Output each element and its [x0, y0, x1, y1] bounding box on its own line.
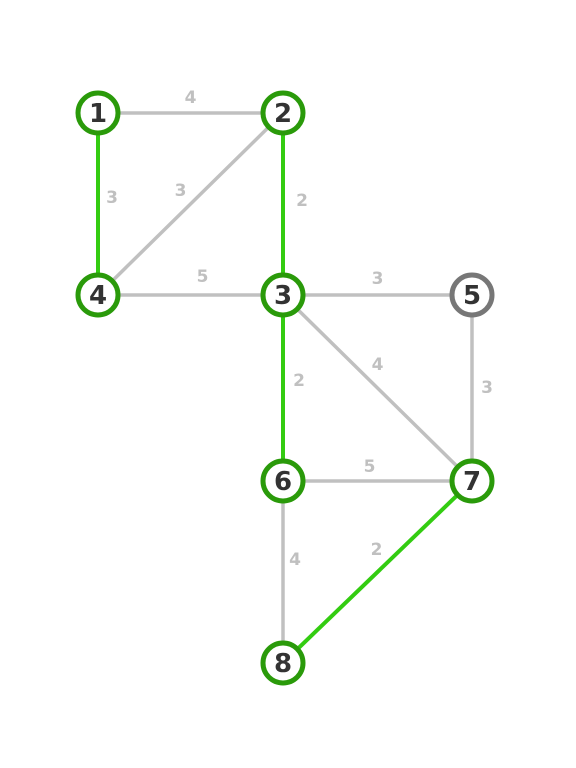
edge-weight-4-3: 5	[197, 267, 209, 287]
node-label: 3	[274, 281, 292, 311]
edge-2-4	[96, 111, 285, 297]
node-6[interactable]: 6	[260, 458, 306, 504]
node-label: 8	[274, 649, 292, 679]
node-circle	[260, 90, 306, 136]
edge-weight-3-7: 4	[372, 355, 384, 375]
node-label: 2	[274, 99, 292, 129]
edge-weight-6-7: 5	[364, 457, 376, 477]
node-circle	[260, 458, 306, 504]
node-8[interactable]: 8	[260, 640, 306, 686]
node-circle	[75, 272, 121, 318]
edge-weight-5-7: 3	[481, 378, 493, 398]
node-1[interactable]: 1	[75, 90, 121, 136]
edges-layer	[96, 111, 474, 665]
node-3[interactable]: 3	[260, 272, 306, 318]
node-label: 5	[463, 281, 481, 311]
edge-7-8	[281, 479, 474, 665]
node-circle	[449, 272, 495, 318]
node-2[interactable]: 2	[260, 90, 306, 136]
node-label: 1	[89, 99, 107, 129]
edge-weight-1-4: 3	[106, 188, 118, 208]
node-circle	[449, 458, 495, 504]
edge-weight-2-4: 3	[175, 181, 187, 201]
edge-weight-3-5: 3	[372, 269, 384, 289]
edge-weight-3-6: 2	[293, 371, 305, 391]
node-4[interactable]: 4	[75, 272, 121, 318]
edge-labels-layer: 4 3 3 2 5 3 4 2 3 5 4 2	[106, 88, 493, 570]
node-circle	[260, 640, 306, 686]
edge-weight-2-3: 2	[296, 191, 308, 211]
node-5[interactable]: 5	[449, 272, 495, 318]
node-circle	[260, 272, 306, 318]
nodes-layer: 1 2 3 4 5 6 7 8	[75, 90, 495, 686]
edge-weight-1-2: 4	[185, 88, 197, 108]
node-label: 7	[463, 467, 481, 497]
node-7[interactable]: 7	[449, 458, 495, 504]
edge-weight-6-8: 4	[289, 550, 301, 570]
node-circle	[75, 90, 121, 136]
node-label: 4	[89, 281, 107, 311]
node-label: 6	[274, 467, 292, 497]
edge-3-7	[281, 293, 474, 483]
edge-weight-7-8: 2	[371, 540, 383, 560]
